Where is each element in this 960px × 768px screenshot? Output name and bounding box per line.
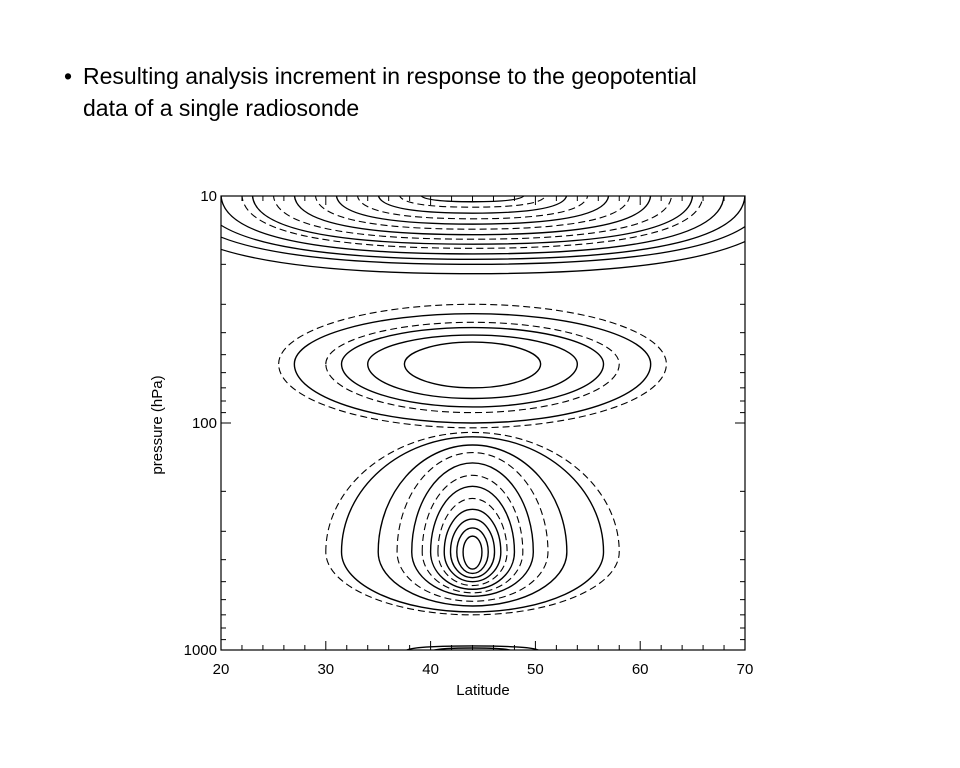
upper-lobe-contour-dashed [315, 196, 630, 230]
y-axis-label: pressure (hPa) [149, 375, 166, 474]
lower-lobe-contour-solid [429, 485, 516, 590]
bullet-marker: • [64, 63, 73, 89]
x-tick-label: 40 [422, 661, 439, 678]
x-tick-label: 60 [632, 661, 649, 678]
upper-lobe-contour-dashed [241, 196, 704, 249]
y-tick-label: 1000 [184, 642, 217, 659]
x-tick-label: 50 [527, 661, 544, 678]
lower-lobe-contour-solid [377, 444, 568, 607]
y-axis-tick-labels: 10 100 1000 [184, 188, 217, 659]
y-axis-ticks [221, 195, 745, 651]
bullet-line-1: Resulting analysis increment in response… [83, 63, 697, 89]
lower-lobe-contour-dashed [421, 474, 524, 594]
y-tick-label: 10 [200, 188, 217, 205]
lower-lobe-contour-solid [411, 462, 535, 597]
upper-lobe-contour-solid [377, 196, 568, 214]
upper-lobe-contour-dashed [357, 196, 588, 220]
upper-lobe-contour-solid [221, 196, 725, 255]
middle-lobe-contour-solid [293, 313, 652, 424]
upper-lobe-contour-solid [252, 196, 694, 245]
x-tick-label: 70 [737, 661, 754, 678]
upper-lobe-contour-solid [335, 196, 610, 225]
middle-lobe-contour-dashed [278, 303, 667, 429]
contour-lines [221, 196, 745, 650]
lower-lobe-contour-dashed [325, 431, 620, 616]
lower-lobe-contour-dashed [437, 497, 508, 587]
x-tick-label: 20 [213, 661, 230, 678]
upper-lobe-contour-solid [221, 240, 745, 275]
middle-lobe-contour-solid [340, 326, 605, 408]
lower-lobe-contour-solid [340, 436, 605, 613]
bullet-item: • Resulting analysis increment in respon… [64, 60, 884, 124]
middle-lobe-contour-solid [367, 334, 579, 400]
x-axis-ticks [220, 196, 746, 650]
x-axis-label: Latitude [456, 682, 509, 699]
upper-lobe-contour-solid [420, 196, 525, 203]
middle-lobe-contour-solid [403, 341, 542, 389]
x-axis-tick-labels: 20 30 40 50 60 70 [213, 661, 754, 678]
x-tick-label: 30 [317, 661, 334, 678]
lower-lobe-contour-solid [449, 518, 496, 579]
upper-lobe-contour-dashed [273, 196, 672, 240]
lower-lobe-contour-solid [462, 535, 483, 570]
slide-text: • Resulting analysis increment in respon… [64, 60, 884, 124]
lower-lobe-contour-solid [443, 508, 502, 583]
upper-lobe-contour-dashed [399, 196, 546, 208]
bullet-line-2: data of a single radiosonde [83, 95, 360, 121]
upper-lobe-contour-solid [221, 196, 745, 260]
middle-lobe-contour-dashed [325, 321, 620, 414]
upper-lobe-contour-solid [221, 225, 745, 266]
lower-lobe-contour-solid [456, 527, 489, 575]
bullet-text: Resulting analysis increment in response… [83, 60, 884, 124]
y-tick-label: 100 [192, 415, 217, 432]
upper-lobe-contour-solid [293, 196, 652, 236]
lower-lobe-contour-dashed [396, 452, 549, 602]
